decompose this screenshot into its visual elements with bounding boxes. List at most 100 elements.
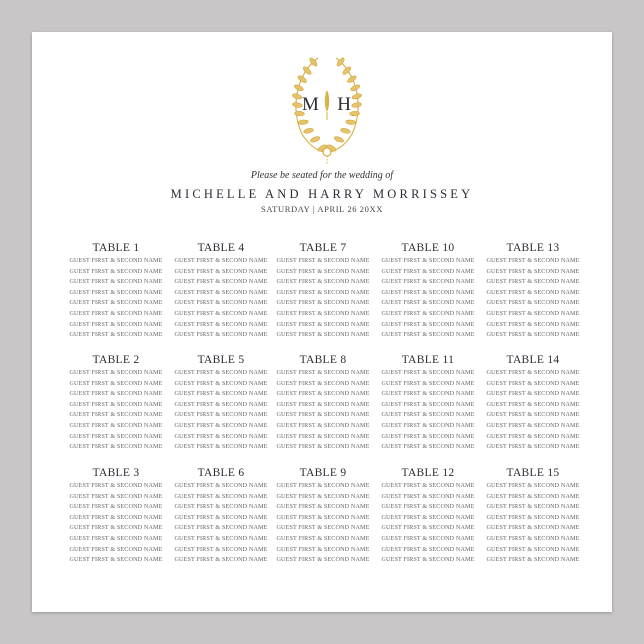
table-block: TABLE 8 Guest first & second name Guest fi…: [271, 353, 375, 453]
guest-name: Guest first & second name: [69, 309, 163, 317]
guest-name: Guest first & second name: [276, 556, 370, 564]
guest-name: Guest first & second name: [486, 278, 580, 286]
guest-name: Guest first & second name: [486, 503, 580, 511]
guest-name: Guest first & second name: [486, 492, 580, 500]
table-block: TABLE 9 Guest first & second name Guest fi…: [271, 466, 375, 566]
guest-name: Guest first & second name: [486, 369, 580, 376]
guest-name: Guest first & second name: [381, 309, 475, 317]
leaf-icon: [302, 66, 312, 75]
guest-name: Guest first & second name: [69, 331, 163, 339]
guest-name: Guest first & second name: [174, 443, 268, 451]
guest-name: Guest first & second name: [381, 432, 475, 440]
table-title: TABLE 6: [197, 467, 245, 479]
guest-name: Guest first & second name: [486, 482, 580, 489]
guest-name: Guest first & second name: [174, 421, 268, 429]
table-title: TABLE 3: [92, 467, 140, 479]
guest-name: Guest first & second name: [381, 534, 475, 542]
laurel-wreath-icon: [292, 57, 362, 164]
table-title: TABLE 14: [506, 354, 560, 366]
guest-name: Guest first & second name: [381, 411, 475, 419]
table-title: TABLE 13: [506, 242, 560, 254]
guest-name: Guest first & second name: [486, 421, 580, 429]
guest-name: Guest first & second name: [69, 400, 163, 408]
guest-name: Guest first & second name: [276, 320, 370, 328]
guest-name: Guest first & second name: [486, 443, 580, 451]
leaf-icon: [349, 111, 360, 117]
guest-name: Guest first & second name: [381, 513, 475, 521]
leaf-icon: [351, 93, 362, 100]
guest-name: Guest first & second name: [276, 432, 370, 440]
guest-name: Guest first & second name: [486, 534, 580, 542]
guest-name: Guest first & second name: [381, 503, 475, 511]
guest-name: Guest first & second name: [69, 432, 163, 440]
guest-name: Guest first & second name: [276, 299, 370, 307]
guest-name: Guest first & second name: [174, 482, 268, 489]
guest-name: Guest first & second name: [276, 443, 370, 451]
table-block: TABLE 1 Guest first & second name Guest fi…: [64, 241, 168, 341]
guest-name: Guest first & second name: [276, 411, 370, 419]
table-block: TABLE 10 Guest first & second name Guest f…: [376, 241, 480, 341]
guest-name: Guest first & second name: [276, 278, 370, 286]
guest-name: Guest first & second name: [486, 390, 580, 398]
leaf-icon: [342, 66, 352, 75]
guest-name: Guest first & second name: [69, 278, 163, 286]
guest-name: Guest first & second name: [276, 492, 370, 500]
guest-name: Guest first & second name: [486, 379, 580, 387]
guest-name: Guest first & second name: [174, 369, 268, 376]
guest-name: Guest first & second name: [381, 288, 475, 296]
table-block: TABLE 11 Guest first & second name Guest f…: [376, 353, 480, 453]
guest-name: Guest first & second name: [381, 545, 475, 553]
guest-name: Guest first & second name: [486, 257, 580, 264]
table-block: TABLE 12 Guest first & second name Guest f…: [376, 466, 480, 566]
guest-name: Guest first & second name: [381, 379, 475, 387]
guest-name: Guest first & second name: [486, 309, 580, 317]
guest-name: Guest first & second name: [69, 443, 163, 451]
guest-name: Guest first & second name: [69, 379, 163, 387]
guest-name: Guest first & second name: [174, 534, 268, 542]
guest-name: Guest first & second name: [69, 421, 163, 429]
guest-name: Guest first & second name: [276, 379, 370, 387]
guest-name: Guest first & second name: [486, 556, 580, 564]
guest-name: Guest first & second name: [276, 400, 370, 408]
leaf-icon: [293, 84, 304, 92]
guest-name: Guest first & second name: [486, 299, 580, 307]
guest-name: Guest first & second name: [174, 320, 268, 328]
guest-name: Guest first & second name: [276, 513, 370, 521]
guest-name: Guest first & second name: [174, 513, 268, 521]
table-title: TABLE 5: [197, 354, 245, 366]
table-title: TABLE 2: [92, 354, 140, 366]
guest-name: Guest first & second name: [174, 390, 268, 398]
guest-name: Guest first & second name: [174, 545, 268, 553]
guest-name: Guest first & second name: [69, 267, 163, 275]
guest-name: Guest first & second name: [174, 411, 268, 419]
seating-chart-poster: M H Please be seated for the wedding of …: [32, 32, 612, 612]
table-block: TABLE 5 Guest first & second name Guest fi…: [169, 353, 273, 453]
guest-name: Guest first & second name: [69, 503, 163, 511]
leaf-icon: [292, 102, 303, 108]
table-block: TABLE 2 Guest first & second name Guest fi…: [64, 353, 168, 453]
guest-name: Guest first & second name: [381, 299, 475, 307]
guest-name: Guest first & second name: [69, 299, 163, 307]
wedding-date: SATURDAY | APRIL 26 20XX: [261, 204, 383, 214]
guest-name: Guest first & second name: [486, 331, 580, 339]
guest-name: Guest first & second name: [174, 299, 268, 307]
guest-name: Guest first & second name: [486, 400, 580, 408]
guest-name: Guest first & second name: [276, 534, 370, 542]
guest-name: Guest first & second name: [69, 513, 163, 521]
guest-name: Guest first & second name: [174, 524, 268, 532]
guest-name: Guest first & second name: [381, 331, 475, 339]
table-title: TABLE 7: [299, 242, 347, 254]
guest-name: Guest first & second name: [381, 492, 475, 500]
table-title: TABLE 12: [401, 467, 455, 479]
guest-name: Guest first & second name: [174, 379, 268, 387]
guest-name: Guest first & second name: [69, 320, 163, 328]
table-block: TABLE 14 Guest first & second name Guest f…: [481, 353, 585, 453]
table-title: TABLE 9: [299, 467, 347, 479]
guest-name: Guest first & second name: [276, 257, 370, 264]
guest-name: Guest first & second name: [174, 309, 268, 317]
guest-name: Guest first & second name: [174, 267, 268, 275]
guest-name: Guest first & second name: [381, 421, 475, 429]
guest-name: Guest first & second name: [381, 443, 475, 451]
leaf-icon: [350, 84, 361, 92]
laurel-wreath-monogram: M H: [288, 54, 366, 164]
